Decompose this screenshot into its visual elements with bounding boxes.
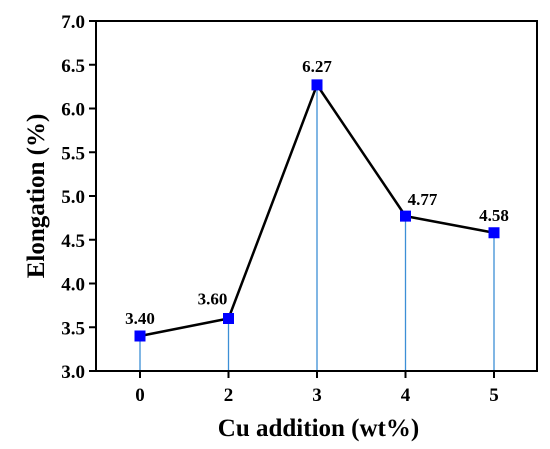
x-tick-label: 0 (135, 385, 145, 406)
y-tick-label: 6.0 (61, 100, 85, 121)
data-label: 3.60 (198, 290, 228, 309)
y-axis-title: Elongation (%) (23, 114, 50, 279)
y-tick-label: 7.0 (61, 12, 85, 33)
data-point (311, 79, 323, 91)
y-tick-label: 6.5 (61, 56, 85, 77)
data-point (488, 227, 500, 239)
y-tick-label: 5.5 (61, 143, 85, 164)
data-point (400, 210, 411, 222)
data-point (134, 330, 146, 342)
x-tick-label: 4 (401, 385, 411, 406)
data-markers (134, 79, 500, 342)
y-axis-ticks: 3.0 3.5 4.0 4.5 5.0 5.5 6.0 6.5 7.0 (61, 12, 96, 383)
data-labels: 3.40 3.60 6.27 4.77 4.58 (125, 57, 509, 328)
data-label: 4.58 (479, 206, 509, 225)
y-tick-label: 3.0 (61, 362, 85, 383)
x-axis-title: Cu addition (wt%) (218, 415, 419, 442)
data-label: 4.77 (408, 190, 438, 209)
y-tick-label: 5.0 (61, 187, 85, 208)
y-tick-label: 3.5 (61, 318, 85, 339)
x-tick-label: 3 (312, 385, 322, 406)
data-point (223, 313, 234, 324)
y-tick-label: 4.5 (61, 231, 85, 252)
data-label: 6.27 (302, 57, 332, 76)
data-label: 3.40 (125, 309, 155, 328)
x-tick-label: 2 (224, 385, 234, 406)
drop-lines (139, 84, 495, 371)
x-axis-ticks: 0 2 3 4 5 (135, 371, 499, 406)
y-tick-label: 4.0 (61, 275, 85, 296)
x-tick-label: 5 (489, 385, 499, 406)
